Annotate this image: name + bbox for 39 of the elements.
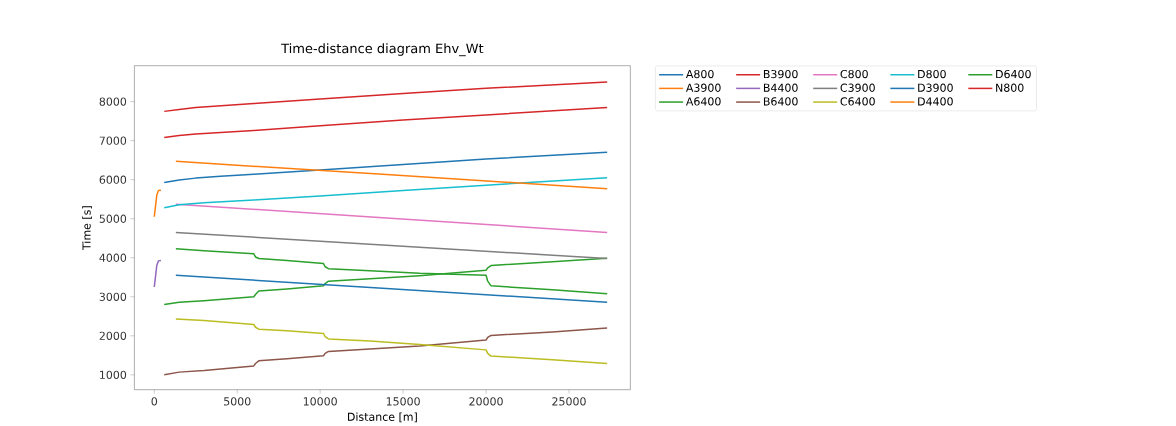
y-tick-label: 2000	[99, 331, 127, 341]
y-axis-title: Time [s]	[82, 206, 92, 251]
legend-label: C6400	[840, 97, 875, 106]
line-series	[153, 189, 162, 218]
y-tick-label: 8000	[99, 97, 127, 106]
line-series	[175, 318, 608, 365]
line-series	[163, 151, 608, 184]
x-tick-label: 20000	[469, 397, 503, 406]
y-tick-label: 5000	[99, 214, 127, 224]
legend-label: D800	[918, 70, 946, 79]
legend-label: B3900	[763, 70, 798, 79]
legend-label: A800	[685, 70, 714, 79]
legend-label: C800	[840, 70, 868, 79]
y-tick-label: 7000	[99, 136, 127, 146]
legend-label: D4400	[918, 97, 953, 106]
y-tick-label: 6000	[99, 175, 127, 185]
legend-label: A6400	[685, 97, 721, 106]
legend-label: D6400	[996, 70, 1031, 79]
legend-label: D3900	[918, 83, 953, 93]
chart-title: Time-distance diagram Ehv_Wt	[281, 43, 484, 57]
x-tick-label: 0	[151, 397, 158, 406]
x-axis-title: Distance [m]	[348, 412, 417, 423]
x-tick-label: 10000	[303, 397, 337, 406]
x-tick-label: 5000	[224, 397, 251, 406]
y-tick-label: 4000	[99, 253, 127, 263]
line-series	[153, 259, 162, 288]
line-series	[163, 177, 608, 209]
y-tick-label: 3000	[99, 292, 127, 302]
legend-label: N800	[996, 83, 1024, 93]
line-series	[163, 106, 608, 139]
legend-label: B4400	[763, 83, 798, 93]
legend-label: C3900	[840, 83, 875, 93]
line-series	[163, 327, 608, 376]
legend-label: A3900	[685, 83, 721, 93]
x-tick-label: 25000	[552, 397, 586, 406]
y-tick-label: 1000	[100, 370, 127, 380]
line-series	[163, 81, 608, 113]
x-tick-label: 15000	[386, 397, 420, 406]
legend-label: B6400	[763, 97, 798, 106]
